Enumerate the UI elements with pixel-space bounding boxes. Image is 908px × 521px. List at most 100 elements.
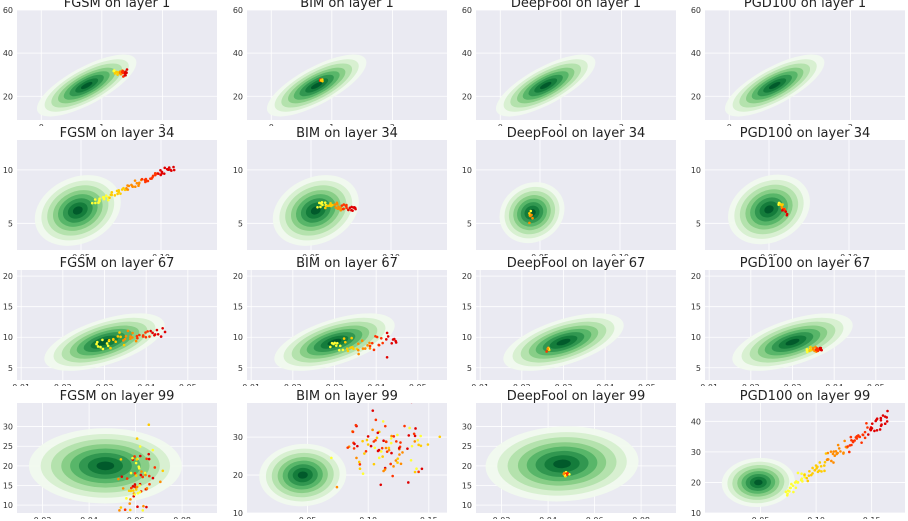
adversarial-point xyxy=(823,464,826,467)
y-tick-label: 10 xyxy=(462,501,472,510)
adversarial-point xyxy=(357,352,360,356)
adversarial-point xyxy=(131,485,135,488)
adversarial-point xyxy=(320,78,323,82)
adversarial-point xyxy=(379,483,383,487)
adversarial-point xyxy=(361,347,365,350)
adversarial-point xyxy=(341,348,345,352)
adversarial-point xyxy=(135,485,139,489)
y-tick-label: 20 xyxy=(462,272,472,281)
adversarial-point xyxy=(329,202,332,205)
adversarial-point xyxy=(144,335,148,339)
x-tick-label: 0 xyxy=(269,123,274,126)
adversarial-point xyxy=(356,348,360,352)
adversarial-point xyxy=(110,191,114,194)
adversarial-point xyxy=(382,439,385,443)
x-tick-label: 0.10 xyxy=(382,253,400,256)
adversarial-point xyxy=(836,443,840,447)
adversarial-point xyxy=(811,466,814,470)
adversarial-point xyxy=(144,331,147,334)
adversarial-point xyxy=(335,341,339,345)
adversarial-point xyxy=(372,440,376,443)
adversarial-point xyxy=(394,341,398,344)
adversarial-point xyxy=(128,508,132,512)
density-level-8 xyxy=(553,459,571,469)
adversarial-point xyxy=(875,417,879,420)
adversarial-point xyxy=(345,203,348,207)
adversarial-point xyxy=(414,427,417,430)
adversarial-point xyxy=(345,347,349,350)
adversarial-point xyxy=(102,197,106,201)
adversarial-point xyxy=(335,485,339,489)
adversarial-point xyxy=(137,181,141,185)
adversarial-point xyxy=(320,200,324,204)
y-tick-label: 20 xyxy=(233,272,243,281)
adversarial-point xyxy=(373,446,377,450)
adversarial-point xyxy=(406,447,409,450)
adversarial-point xyxy=(413,440,417,443)
adversarial-point xyxy=(159,480,162,484)
adversarial-point xyxy=(163,330,167,334)
adversarial-point xyxy=(408,426,411,430)
adversarial-point xyxy=(151,331,154,335)
adversarial-point xyxy=(342,203,346,206)
x-tick-label: 0.04 xyxy=(539,516,557,519)
adversarial-point xyxy=(796,481,800,484)
adversarial-point xyxy=(319,205,322,209)
adversarial-point xyxy=(166,168,170,172)
adversarial-point xyxy=(114,340,118,343)
adversarial-point xyxy=(155,328,159,332)
adversarial-point xyxy=(419,434,422,438)
adversarial-point xyxy=(119,192,122,195)
x-tick-label: 0.05 xyxy=(760,253,778,256)
adversarial-point xyxy=(127,184,131,188)
adversarial-point xyxy=(354,207,357,211)
chart-panel-1: 0 1 2 20 40 60 FGSM on layer 1 xyxy=(3,0,217,126)
adversarial-point xyxy=(342,337,346,340)
x-tick-label: 0.06 xyxy=(127,516,145,519)
y-tick-label: 25 xyxy=(462,442,472,451)
adversarial-point xyxy=(141,334,145,337)
adversarial-point xyxy=(815,349,819,352)
adversarial-point xyxy=(129,337,132,341)
adversarial-point xyxy=(528,221,531,225)
y-tick-label: 5 xyxy=(8,219,13,228)
adversarial-point xyxy=(412,432,416,436)
adversarial-point xyxy=(398,453,401,456)
adversarial-point xyxy=(119,335,122,339)
adversarial-point xyxy=(366,443,370,446)
y-tick-label: 10 xyxy=(3,333,13,342)
adversarial-point xyxy=(384,446,388,450)
chart-title: PGD100 on layer 67 xyxy=(740,256,870,271)
adversarial-point xyxy=(172,165,175,169)
adversarial-point xyxy=(811,472,814,475)
x-tick-label: 0.03 xyxy=(555,383,573,386)
adversarial-point xyxy=(842,452,845,455)
adversarial-point xyxy=(145,505,148,509)
adversarial-point xyxy=(818,346,822,350)
x-tick-label: 0.10 xyxy=(611,253,629,256)
adversarial-point xyxy=(789,486,792,490)
adversarial-point xyxy=(786,492,789,496)
adversarial-point xyxy=(866,433,870,436)
x-tick-label: 0.04 xyxy=(825,383,843,386)
adversarial-point xyxy=(376,431,380,435)
adversarial-point xyxy=(129,471,133,475)
y-tick-label: 10 xyxy=(462,333,472,342)
adversarial-point xyxy=(396,457,400,460)
adversarial-point xyxy=(105,342,109,345)
adversarial-point xyxy=(403,424,406,428)
adversarial-point xyxy=(381,341,384,345)
adversarial-point xyxy=(415,467,418,470)
y-tick-label: 5 xyxy=(696,219,701,228)
x-tick-label: 0.02 xyxy=(493,516,511,519)
adversarial-point xyxy=(811,347,815,351)
adversarial-point xyxy=(385,331,389,335)
adversarial-point xyxy=(407,481,410,484)
chart-title: FGSM on layer 67 xyxy=(60,256,175,271)
adversarial-point xyxy=(147,457,151,461)
adversarial-point xyxy=(142,504,145,508)
adversarial-point xyxy=(546,347,549,351)
y-tick-label: 40 xyxy=(691,417,701,426)
adversarial-point xyxy=(116,192,119,196)
chart-title: DeepFool on layer 67 xyxy=(507,256,646,271)
